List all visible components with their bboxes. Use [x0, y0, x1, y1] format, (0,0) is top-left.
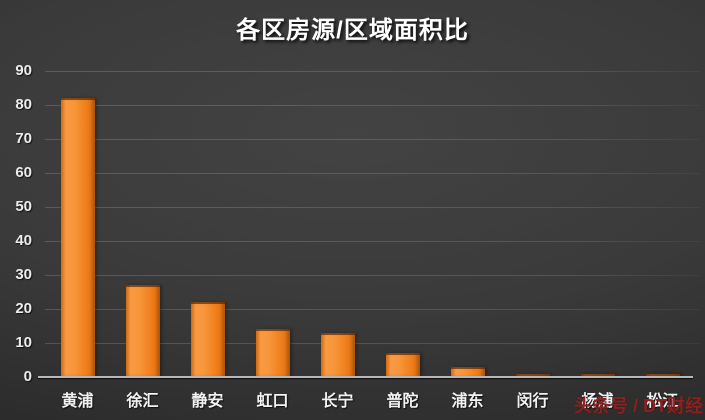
- y-axis-tick-label: 80: [15, 96, 32, 113]
- x-axis-label: 徐汇: [126, 393, 159, 410]
- x-axis-line: [38, 376, 693, 378]
- bar: [190, 302, 225, 377]
- y-axis-tick-label: 50: [15, 198, 32, 215]
- bar: [450, 366, 485, 377]
- y-axis-tick-label: 70: [15, 130, 32, 147]
- y-axis-tick-label: 0: [23, 368, 32, 385]
- y-axis-tick-label: 90: [15, 62, 32, 79]
- bar: [255, 329, 290, 377]
- bar: [60, 98, 95, 377]
- chart-title: 各区房源/区域面积比: [236, 17, 469, 44]
- gridline: [45, 207, 700, 208]
- y-axis-tick-label: 30: [15, 266, 32, 283]
- watermark: 头条号 / DT财经: [574, 396, 703, 416]
- bar: [580, 373, 615, 377]
- x-axis-label: 闵行: [516, 393, 549, 410]
- x-axis-label: 普陀: [386, 393, 419, 410]
- x-axis-label: 长宁: [321, 393, 354, 410]
- gridline: [45, 309, 700, 310]
- y-axis-tick-label: 40: [15, 232, 32, 249]
- x-axis-label: 虹口: [256, 393, 289, 410]
- bar: [320, 332, 355, 377]
- x-axis-label: 黄浦: [61, 393, 94, 410]
- gridline: [45, 173, 700, 174]
- gridline: [45, 105, 700, 106]
- gridline: [45, 275, 700, 276]
- bar: [515, 373, 550, 377]
- x-axis-label: 浦东: [451, 393, 484, 410]
- gridline: [45, 241, 700, 242]
- y-axis-tick-label: 60: [15, 164, 32, 181]
- y-axis-tick-label: 10: [15, 334, 32, 351]
- x-axis-label: 松江: [646, 393, 679, 410]
- y-axis-tick-label: 20: [15, 300, 32, 317]
- x-axis-label: 静安: [191, 393, 224, 410]
- gridline: [45, 71, 700, 72]
- gridline: [45, 343, 700, 344]
- bar: [385, 353, 420, 377]
- bar: [125, 285, 160, 377]
- gridline: [45, 139, 700, 140]
- bar: [645, 373, 680, 377]
- x-axis-label: 杨浦: [581, 393, 614, 410]
